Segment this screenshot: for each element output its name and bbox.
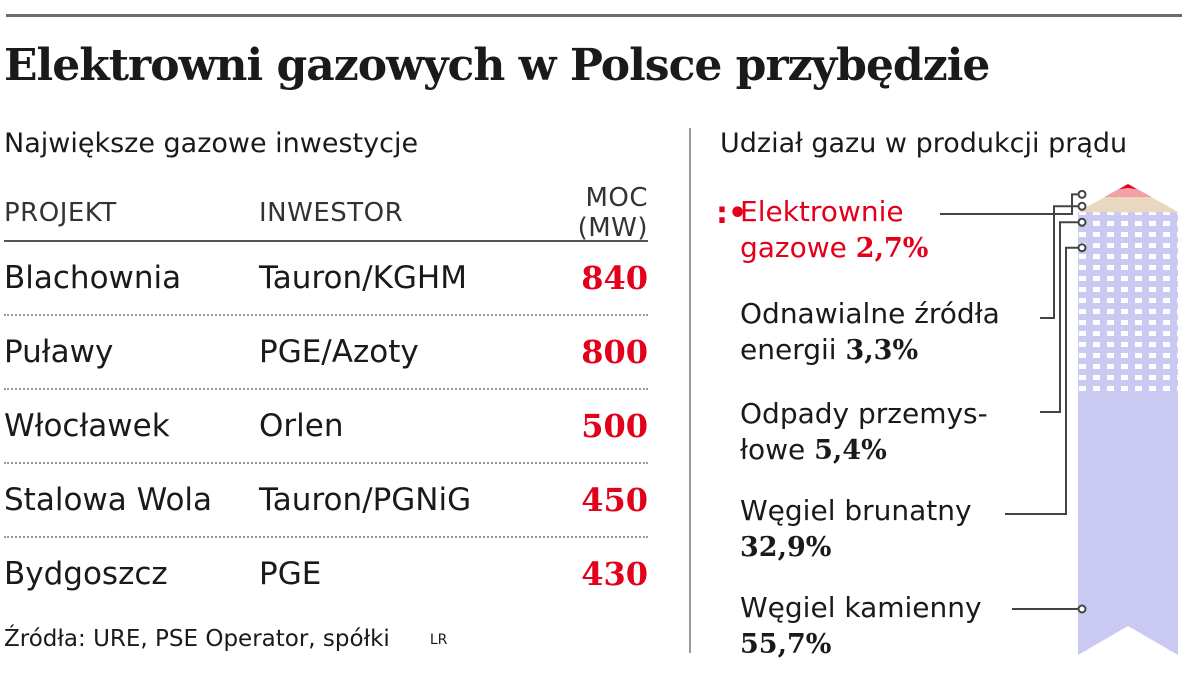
- segment-hard-coal: [1078, 392, 1178, 655]
- project-cell: Stalowa Wola: [4, 482, 213, 518]
- label-gas-line2: gazowe: [740, 231, 847, 264]
- table-subtitle: Największe gazowe inwestycje: [4, 128, 419, 159]
- power-cell: 840: [581, 259, 648, 297]
- label-lignite: Węgiel brunatny 32,9%: [740, 493, 972, 566]
- value-coal: 55,7%: [740, 629, 832, 660]
- label-industrial-waste: Odpady przemys- łowe 5,4%: [740, 396, 988, 469]
- leader-line-renewables: [1040, 205, 1080, 319]
- investor-cell: Tauron/KGHM: [259, 260, 467, 296]
- leader-dot-hard-coal: [1077, 604, 1087, 614]
- value-gas: 2,7%: [855, 233, 929, 264]
- label-lignite-line1: Węgiel brunatny: [740, 494, 972, 527]
- label-waste-line1: Odpady przemys-: [740, 397, 988, 430]
- column-divider: [689, 128, 691, 653]
- value-renewables: 3,3%: [845, 335, 919, 366]
- label-gas-line1: Elektrownie: [740, 195, 904, 228]
- table-row: Blachownia Tauron/KGHM 840: [4, 242, 648, 316]
- project-cell: Włocławek: [4, 408, 170, 444]
- header-project: PROJEKT: [4, 198, 117, 228]
- investor-cell: Orlen: [259, 408, 344, 444]
- power-cell: 800: [581, 333, 648, 371]
- segment-gas-band: [1078, 187, 1178, 197]
- investor-cell: PGE/Azoty: [259, 334, 419, 370]
- leader-line-lignite: [1005, 246, 1080, 515]
- leader-dot-renewables: [1077, 201, 1087, 211]
- label-renewables-line1: Odnawialne źródła: [740, 297, 1000, 330]
- source-note: Źródła: URE, PSE Operator, spółki LR: [4, 626, 447, 652]
- source-text: Źródła: URE, PSE Operator, spółki: [4, 626, 390, 652]
- label-waste-line2: łowe: [740, 433, 806, 466]
- project-cell: Puławy: [4, 334, 114, 370]
- power-cell: 500: [581, 407, 648, 445]
- top-rule: [6, 14, 1182, 17]
- project-cell: Blachownia: [4, 260, 182, 296]
- credit-text: LR: [429, 631, 448, 648]
- investments-table: PROJEKT INWESTOR MOC (MW) Blachownia Tau…: [4, 183, 648, 610]
- value-waste: 5,4%: [814, 435, 887, 466]
- value-lignite: 32,9%: [740, 532, 832, 563]
- header-power: MOC (MW): [577, 183, 648, 243]
- table-row: Bydgoszcz PGE 430: [4, 538, 648, 610]
- chart-subtitle: Udział gazu w produkcji prądu: [720, 128, 1128, 159]
- table-row: Puławy PGE/Azoty 800: [4, 316, 648, 390]
- segment-industrial-waste: [1078, 212, 1178, 239]
- leader-line-gas: [940, 193, 1080, 215]
- table-row: Włocławek Orlen 500: [4, 390, 648, 464]
- leader-line-industrial-waste: [1040, 221, 1080, 413]
- project-cell: Bydgoszcz: [4, 556, 168, 592]
- segment-lignite: [1078, 237, 1178, 394]
- label-hard-coal: Węgiel kamienny 55,7%: [740, 590, 982, 663]
- leader-dot-lignite: [1077, 243, 1087, 253]
- segment-renewables: [1078, 196, 1178, 213]
- power-cell: 450: [581, 481, 648, 519]
- label-gas: Elektrownie gazowe 2,7%: [740, 194, 928, 267]
- investor-cell: PGE: [259, 556, 322, 592]
- header-investor: INWESTOR: [259, 198, 404, 228]
- label-renewables-line2: energii: [740, 333, 837, 366]
- table-row: Stalowa Wola Tauron/PGNiG 450: [4, 464, 648, 538]
- power-cell: 430: [581, 555, 648, 593]
- label-renewables: Odnawialne źródła energii 3,3%: [740, 296, 1000, 369]
- page-title: Elektrowni gazowych w Polsce przybędzie: [4, 40, 990, 91]
- gas-marker-icon: :•: [716, 196, 748, 231]
- leader-dot-industrial-waste: [1077, 217, 1087, 227]
- leader-dot-gas: [1077, 189, 1087, 199]
- label-coal-line1: Węgiel kamienny: [740, 591, 982, 624]
- table-header: PROJEKT INWESTOR MOC (MW): [4, 183, 648, 243]
- investor-cell: Tauron/PGNiG: [259, 482, 472, 518]
